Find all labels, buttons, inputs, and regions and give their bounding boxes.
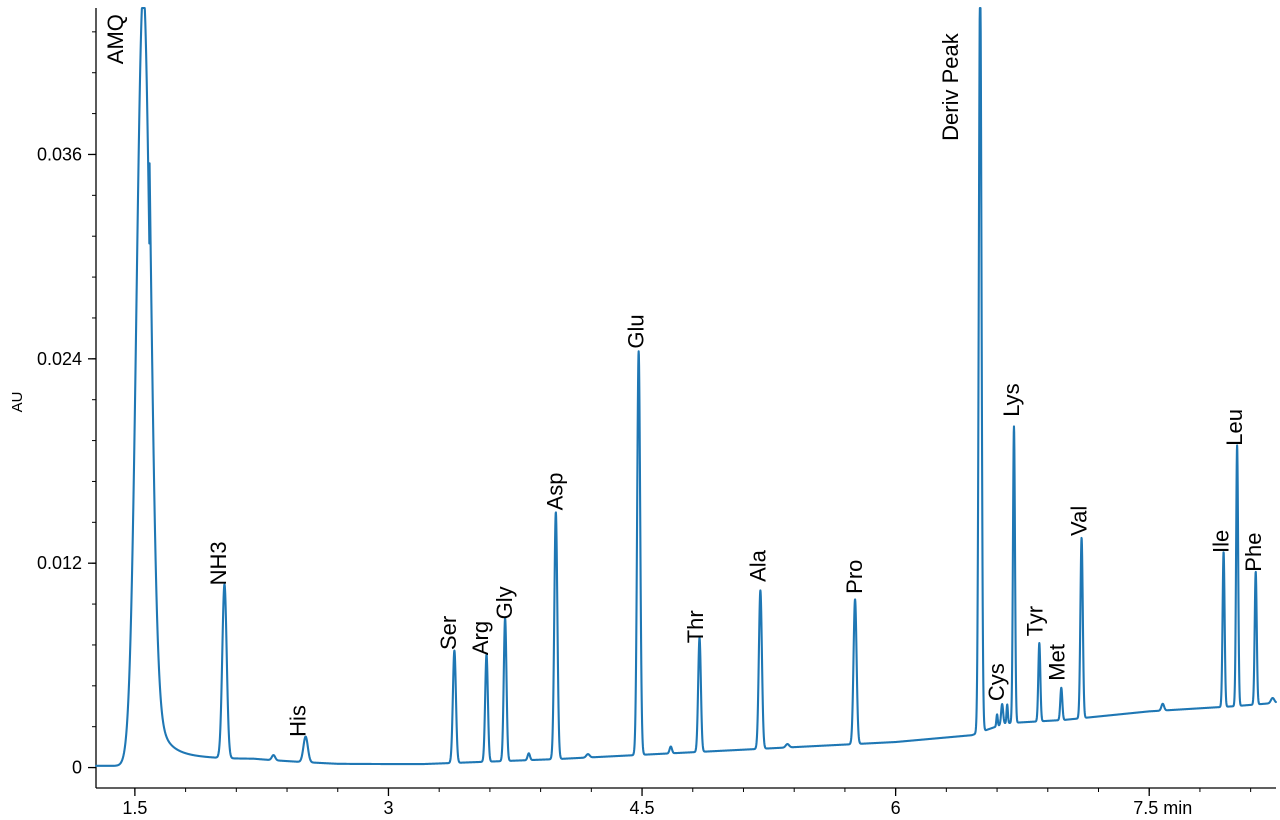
- x-tick-label: 3: [383, 798, 393, 818]
- peak-label-amq: AMQ: [103, 14, 128, 64]
- x-tick-label: 4.5: [630, 798, 655, 818]
- peak-label-leu: Leu: [1222, 409, 1247, 446]
- y-axis-title: AU: [9, 392, 26, 413]
- peak-label-nh3: NH3: [206, 541, 231, 585]
- axes-group: 0 0.012 0.024 0.036 1.5 3 4.5 6 7.5 min AU: [9, 8, 1276, 818]
- peak-label-his: His: [286, 705, 311, 737]
- y-tick-label: 0.012: [37, 553, 82, 573]
- y-ticks: 0 0.012 0.024 0.036: [37, 31, 96, 778]
- peak-label-arg: Arg: [468, 621, 493, 655]
- peak-label-gly: Gly: [492, 586, 517, 619]
- peak-label-asp: Asp: [543, 472, 568, 510]
- y-tick-label: 0.036: [37, 144, 82, 164]
- chromatogram-trace: [94, 6, 1277, 767]
- peak-label-ala: Ala: [745, 549, 770, 582]
- trace-layer: [94, 6, 1277, 767]
- x-ticks: 1.5 3 4.5 6 7.5 min: [122, 788, 1252, 818]
- x-tick-label: 6: [891, 798, 901, 818]
- peak-label-cys: Cys: [984, 663, 1009, 701]
- peak-label-deriv-peak: Deriv Peak: [938, 32, 963, 141]
- peak-label-ser: Ser: [436, 616, 461, 650]
- peak-label-thr: Thr: [683, 610, 708, 643]
- peak-label-val: Val: [1067, 506, 1092, 536]
- peak-label-met: Met: [1045, 644, 1070, 681]
- peak-label-phe: Phe: [1241, 533, 1266, 572]
- peak-label-ile: Ile: [1209, 530, 1234, 553]
- y-tick-label: 0: [72, 758, 82, 778]
- peak-label-pro: Pro: [842, 560, 867, 594]
- x-tick-label: 7.5 min: [1133, 798, 1192, 818]
- x-tick-label: 1.5: [122, 798, 147, 818]
- y-tick-label: 0.024: [37, 349, 82, 369]
- peak-label-tyr: Tyr: [1023, 606, 1048, 637]
- peak-label-lys: Lys: [999, 383, 1024, 416]
- peak-label-glu: Glu: [624, 314, 649, 348]
